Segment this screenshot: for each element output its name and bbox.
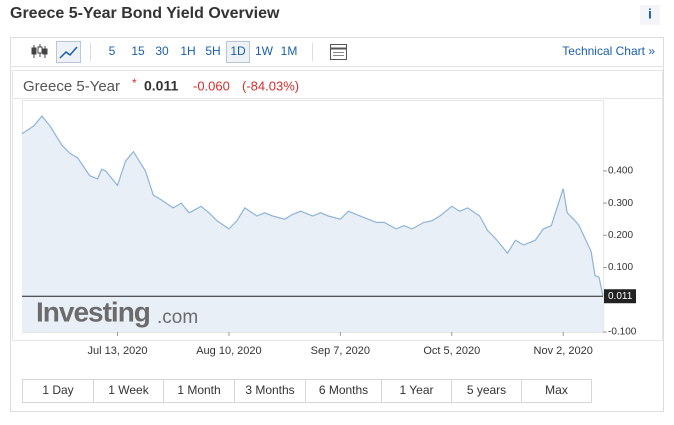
range-buttons: 1 Day 1 Week 1 Month 3 Months 6 Months 1 Year… [42, 380, 568, 402]
last-price-tag [604, 289, 636, 304]
interval-button[interactable]: 5H [205, 44, 220, 58]
interval-selected[interactable] [226, 41, 250, 63]
last-price-label: 0.011 [608, 291, 633, 302]
watermark-brand: Investing [36, 296, 150, 327]
alert-star: * [132, 76, 137, 90]
price-change: -0.060 [193, 78, 230, 93]
watermark-suffix: .com [157, 307, 198, 328]
interval-button[interactable]: 1M [281, 44, 298, 58]
price-change-percent: (-84.03%) [242, 78, 299, 93]
line [21, 115, 604, 297]
info-button[interactable] [640, 5, 660, 25]
range-button[interactable]: 1 Day [42, 383, 73, 397]
range-button[interactable]: 6 Months [319, 383, 368, 397]
info-icon[interactable]: i [648, 6, 652, 22]
range-button[interactable]: 1 Week [108, 383, 149, 397]
widget-frame [10, 37, 664, 412]
range-button[interactable]: 1 Month [177, 383, 220, 397]
x-tick-label: Jul 13, 2020 [88, 345, 148, 357]
interval-button[interactable]: 15 [131, 44, 145, 58]
chart-frame [12, 70, 663, 341]
x-tick-label: Aug 10, 2020 [196, 345, 261, 357]
table-icon[interactable] [330, 44, 347, 60]
interval-button[interactable]: 1D [230, 44, 246, 58]
interval-buttons: 5 15 30 1H 5H 1D 1W 1M [109, 41, 298, 63]
last-price: 0.011 [144, 78, 178, 94]
y-tick-label: 0.100 [608, 262, 633, 273]
range-button[interactable]: Max [545, 383, 568, 397]
candles-icon[interactable] [31, 44, 48, 58]
interval-button[interactable]: 5 [109, 44, 116, 58]
y-tick-label: 0.400 [608, 166, 633, 177]
y-tick-label: 0.200 [608, 230, 633, 241]
range-button[interactable]: 5 years [467, 383, 506, 397]
range-button[interactable]: 3 Months [245, 383, 294, 397]
x-tick-label: Nov 2, 2020 [534, 345, 593, 357]
x-tick-label: Sep 7, 2020 [311, 345, 370, 357]
y-tick-label: -0.100 [608, 327, 637, 338]
interval-button[interactable]: 30 [155, 44, 169, 58]
instrument-name: Greece 5-Year [23, 78, 120, 95]
area [22, 116, 603, 332]
y-tick-label: 0.300 [608, 198, 633, 209]
x-tick-label: Oct 5, 2020 [423, 345, 480, 357]
line-chart-icon[interactable] [59, 46, 78, 59]
interval-button[interactable]: 1H [180, 44, 195, 58]
plot: 0.400 0.300 0.200 0.100 -0.100 Jul 13, 2020 Au… [21, 100, 637, 357]
range-button[interactable]: 1 Year [399, 383, 433, 397]
range-bar [22, 379, 592, 403]
widget-title: Greece 5-Year Bond Yield Overview [10, 5, 280, 22]
technical-chart-link[interactable]: Technical Chart » [562, 44, 655, 58]
line-chart-button[interactable] [56, 41, 81, 63]
interval-button[interactable]: 1W [255, 44, 274, 58]
